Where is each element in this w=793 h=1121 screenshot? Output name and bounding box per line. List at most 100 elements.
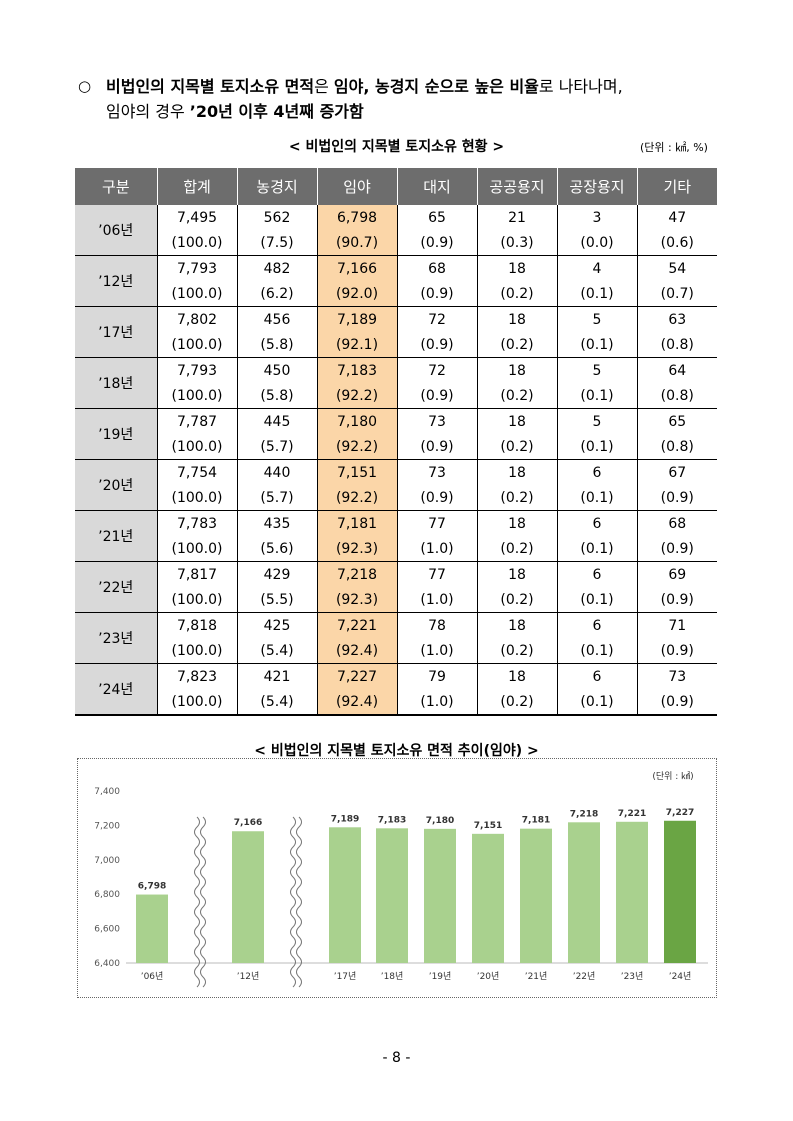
y-tick-label: 6,800 (94, 890, 120, 900)
value-cell: 7,221 (316, 612, 397, 638)
share-cell: (0.3) (476, 230, 557, 256)
bar-value-label: 7,166 (234, 818, 262, 828)
share-cell: (0.2) (476, 383, 557, 409)
share-cell: (0.9) (396, 332, 477, 358)
table-row-share: (100.0) (5.8) (92.2) (0.9) (0.2) (0.1) (0.8) (75, 383, 717, 409)
share-cell: (0.2) (476, 689, 557, 716)
value-cell: 6 (556, 663, 637, 689)
bar-value-label: 6,798 (138, 882, 166, 892)
value-cell: 6 (556, 561, 637, 587)
table-unit: (단위 : ㎢, %) (640, 141, 708, 154)
value-cell: 68 (396, 255, 477, 281)
value-cell: 6 (556, 612, 637, 638)
value-cell: 79 (396, 663, 477, 689)
year-cell: ’20년 (75, 459, 157, 511)
value-cell: 4 (556, 255, 637, 281)
value-cell: 65 (396, 205, 477, 230)
share-cell: (100.0) (156, 638, 237, 664)
value-cell: 54 (636, 255, 717, 281)
share-cell: (0.8) (636, 434, 717, 460)
bar-2 (232, 831, 264, 963)
intro-bold-b: 임야, 농경지 순으로 높은 비율 (333, 77, 539, 96)
share-cell: (0.9) (636, 485, 717, 511)
table-header-cell: 구분 (75, 168, 157, 205)
share-cell: (0.9) (636, 638, 717, 664)
year-cell: ’23년 (75, 612, 157, 664)
x-tick-label: ’19년 (429, 971, 452, 982)
table-row: ’17년 7,802 456 7,189 72 18 5 63 (75, 306, 717, 358)
value-cell: 7,793 (156, 357, 237, 383)
intro-line-2: 임야의 경우 ’20년 이후 4년째 증가함 (106, 99, 364, 124)
share-cell: (0.1) (556, 383, 637, 409)
value-cell: 562 (236, 205, 317, 230)
table-row: ’21년 7,783 435 7,181 77 18 6 68 (75, 510, 717, 562)
y-tick-label: 7,000 (94, 856, 120, 866)
value-cell: 69 (636, 561, 717, 587)
value-cell: 6 (556, 459, 637, 485)
share-cell: (0.1) (556, 638, 637, 664)
value-cell: 73 (396, 459, 477, 485)
bar-value-label: 7,180 (426, 816, 454, 826)
table-header-cell: 공장용지 (556, 168, 637, 205)
table-row: ’24년 7,823 421 7,227 79 18 6 73 (75, 663, 717, 716)
bullet-symbol: ○ (78, 77, 92, 95)
value-cell: 7,495 (156, 205, 237, 230)
share-cell: (0.8) (636, 383, 717, 409)
table-row-share: (100.0) (5.7) (92.2) (0.9) (0.2) (0.1) (0.8) (75, 434, 717, 460)
share-cell: (100.0) (156, 230, 237, 256)
table-row-share: (100.0) (5.5) (92.3) (1.0) (0.2) (0.1) (0.9) (75, 587, 717, 613)
table-row-share: (100.0) (5.4) (92.4) (1.0) (0.2) (0.1) (0.9) (75, 689, 717, 716)
year-cell: ’18년 (75, 357, 157, 409)
table-header-row: 구분 합계 농경지 임야 대지 공공용지 공장용지 기타 (75, 168, 717, 205)
share-cell: (5.7) (236, 434, 317, 460)
share-cell: (7.5) (236, 230, 317, 256)
year-cell: ’17년 (75, 306, 157, 358)
share-cell: (92.2) (316, 383, 397, 409)
share-cell: (5.4) (236, 689, 317, 716)
value-cell: 425 (236, 612, 317, 638)
share-cell: (100.0) (156, 383, 237, 409)
year-cell: ’21년 (75, 510, 157, 562)
table-row: ’23년 7,818 425 7,221 78 18 6 71 (75, 612, 717, 664)
share-cell: (0.9) (636, 587, 717, 613)
value-cell: 6,798 (316, 205, 397, 230)
table-row: ’18년 7,793 450 7,183 72 18 5 64 (75, 357, 717, 409)
intro-bold-a: 비법인의 지목별 토지소유 면적 (106, 77, 315, 96)
share-cell: (100.0) (156, 536, 237, 562)
value-cell: 7,802 (156, 306, 237, 332)
value-cell: 7,754 (156, 459, 237, 485)
axis-break-line-b (200, 816, 206, 988)
value-cell: 18 (476, 612, 557, 638)
share-cell: (1.0) (396, 587, 477, 613)
share-cell: (92.4) (316, 638, 397, 664)
value-cell: 18 (476, 561, 557, 587)
share-cell: (1.0) (396, 689, 477, 716)
y-tick-label: 7,200 (94, 821, 120, 831)
value-cell: 435 (236, 510, 317, 536)
value-cell: 7,151 (316, 459, 397, 485)
x-tick-label: ’23년 (621, 971, 644, 982)
share-cell: (0.2) (476, 485, 557, 511)
value-cell: 429 (236, 561, 317, 587)
intro-line-1: 비법인의 지목별 토지소유 면적은 임야, 농경지 순으로 높은 비율로 나타나… (106, 74, 623, 99)
page-number: - 8 - (382, 1050, 411, 1066)
value-cell: 7,823 (156, 663, 237, 689)
table-row-share: (100.0) (7.5) (90.7) (0.9) (0.3) (0.0) (0.6) (75, 230, 717, 256)
value-cell: 445 (236, 408, 317, 434)
value-cell: 78 (396, 612, 477, 638)
table-row-share: (100.0) (5.8) (92.1) (0.9) (0.2) (0.1) (0.8) (75, 332, 717, 358)
value-cell: 71 (636, 612, 717, 638)
value-cell: 7,180 (316, 408, 397, 434)
value-cell: 18 (476, 306, 557, 332)
share-cell: (0.1) (556, 281, 637, 307)
value-cell: 7,787 (156, 408, 237, 434)
share-cell: (92.3) (316, 587, 397, 613)
value-cell: 5 (556, 408, 637, 434)
value-cell: 7,181 (316, 510, 397, 536)
year-cell: ’06년 (75, 205, 157, 256)
year-cell: ’22년 (75, 561, 157, 613)
value-cell: 68 (636, 510, 717, 536)
value-cell: 73 (396, 408, 477, 434)
value-cell: 72 (396, 306, 477, 332)
share-cell: (0.2) (476, 332, 557, 358)
